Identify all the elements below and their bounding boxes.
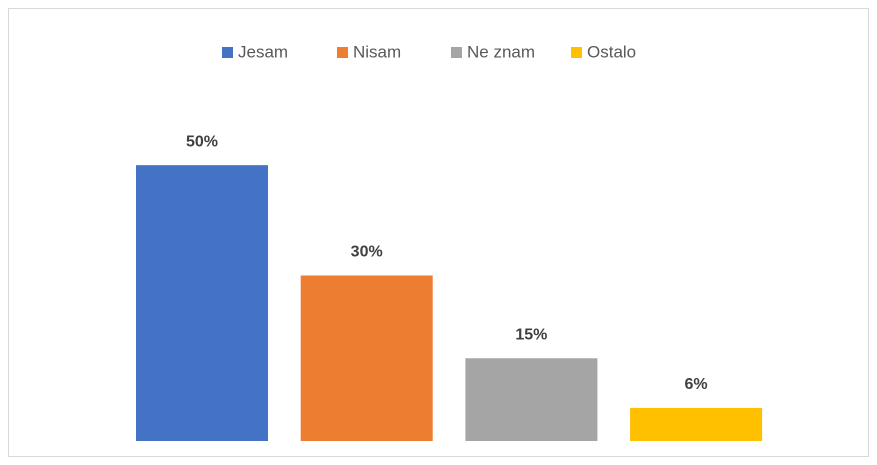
legend-swatch [337, 47, 348, 58]
value-label: 50% [186, 133, 218, 150]
bar [630, 407, 763, 441]
legend-label: Jesam [238, 42, 288, 61]
bar [465, 358, 598, 441]
legend-swatch [571, 47, 582, 58]
legend-swatch [222, 47, 233, 58]
value-label: 6% [685, 376, 708, 393]
value-label: 15% [515, 326, 547, 343]
legend-label: Ostalo [587, 42, 636, 61]
bar [136, 165, 268, 441]
legend-label: Nisam [353, 42, 401, 61]
bar [300, 275, 433, 441]
value-label: 30% [351, 244, 383, 261]
legend-swatch [451, 47, 462, 58]
legend-label: Ne znam [467, 42, 535, 61]
